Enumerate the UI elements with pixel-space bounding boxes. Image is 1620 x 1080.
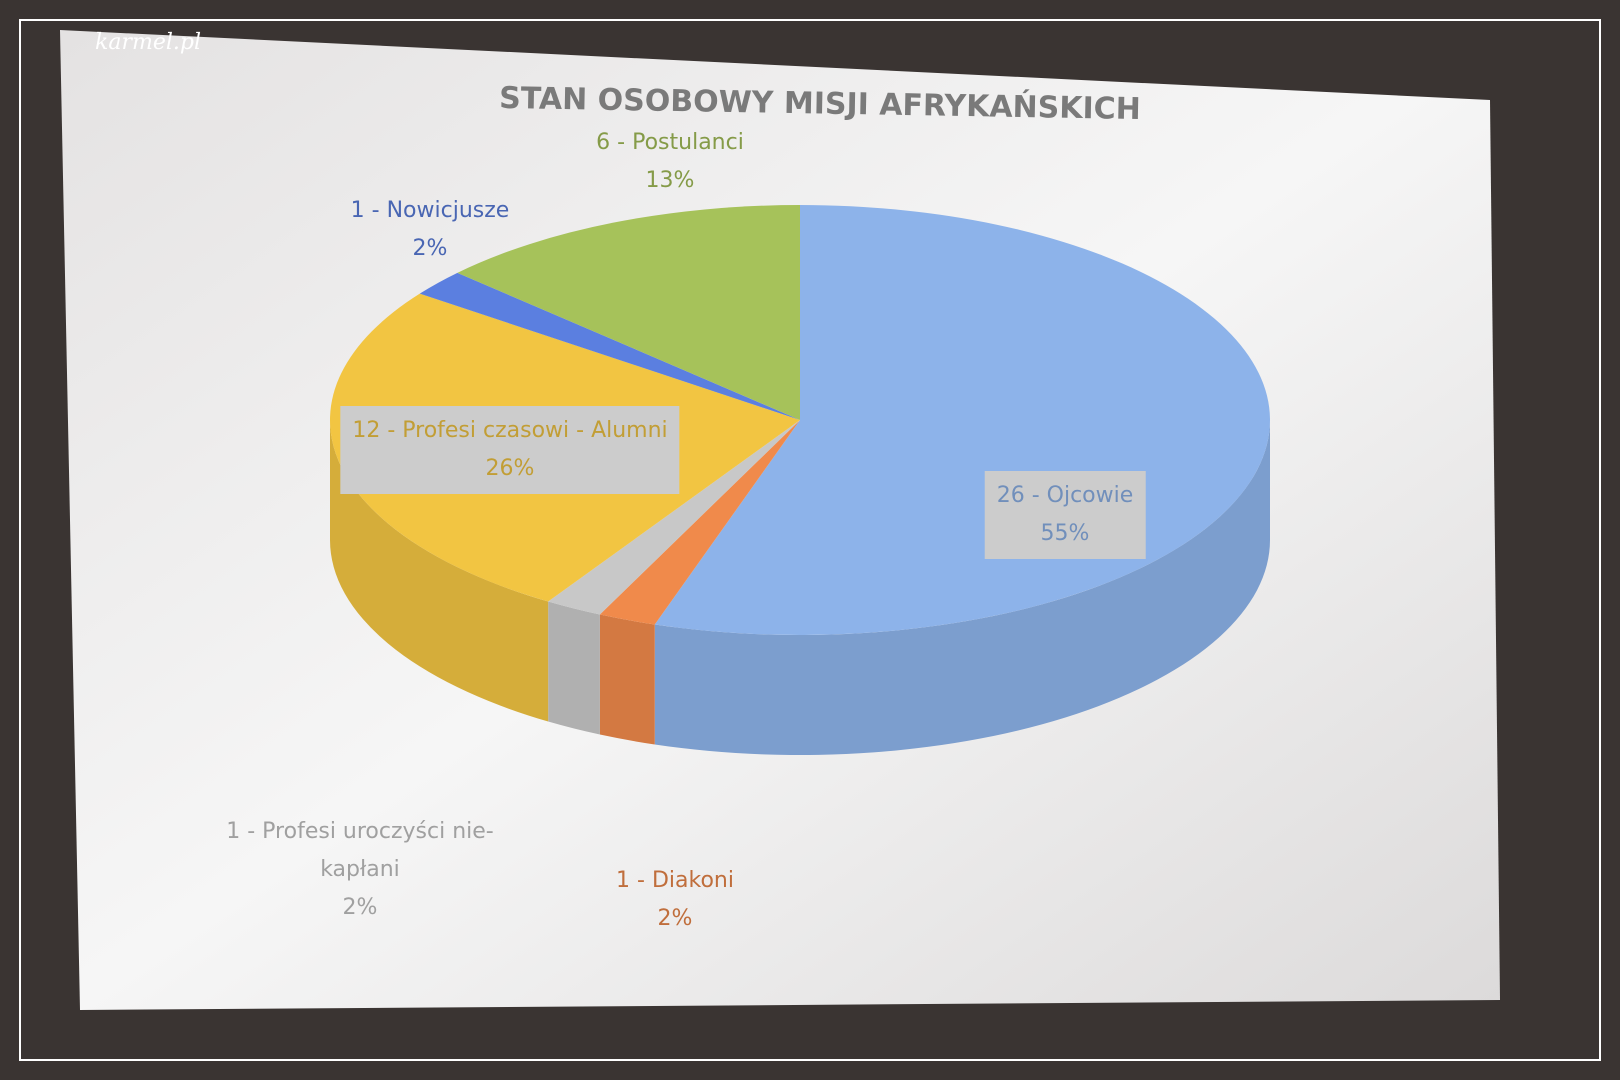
category-label: 1 - Profesi uroczyści nie-kapłani [226,819,494,882]
data-label: 6 - Postulanci 13% [596,124,744,200]
value-label: 2% [342,895,378,920]
pie [330,205,1270,755]
value-label: 2% [657,906,693,931]
data-label: 26 - Ojcowie 55% [984,471,1146,559]
slice [599,420,800,625]
slice-side [548,601,600,735]
slice [548,420,800,615]
category-label: 1 - Diakoni [616,868,734,893]
value-label: 13% [645,168,695,193]
category-label: 1 - Nowicjusze [350,198,510,223]
value-label: 55% [1040,521,1090,546]
category-label: 6 - Postulanci [596,130,744,155]
value-label: 26% [485,456,535,481]
slice-side [599,614,655,745]
data-label: 1 - Nowicjusze 2% [351,192,510,268]
category-label: 12 - Profesi czasowi - Alumni [352,418,668,443]
frame [19,19,1601,1061]
data-label: 1 - Profesi uroczyści nie-kapłani 2% [210,813,510,927]
data-label: 1 - Diakoni 2% [616,862,734,938]
value-label: 2% [412,236,448,261]
slice-side [654,420,1270,755]
slice [419,272,800,420]
watermark: karmel.pl [95,30,201,55]
slice-side [330,420,549,722]
category-label: 26 - Ojcowie [996,483,1134,508]
data-label: 12 - Profesi czasowi - Alumni 26% [340,406,680,494]
slice [457,205,800,420]
